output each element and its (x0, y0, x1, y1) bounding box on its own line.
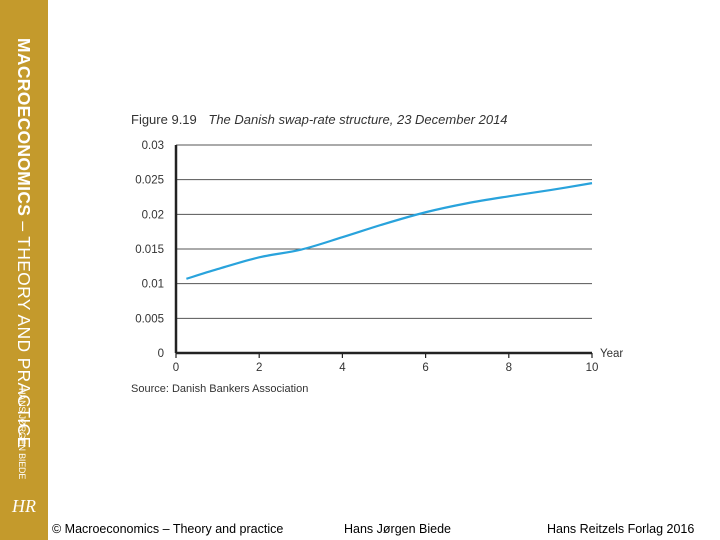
y-tick-label: 0.025 (135, 175, 164, 187)
x-tick-label: 10 (586, 362, 599, 374)
x-tick-label: 2 (256, 362, 262, 374)
source-note: Source: Danish Bankers Association (131, 383, 309, 395)
x-tick-label: 0 (173, 362, 179, 374)
footer-publisher: Hans Reitzels Forlag 2016 (547, 522, 695, 536)
x-tick-label: 4 (339, 362, 346, 374)
y-tick-label: 0.02 (142, 209, 164, 221)
y-tick-label: 0.03 (142, 140, 164, 152)
figure-caption: The Danish swap-rate structure, 23 Decem… (208, 112, 508, 127)
y-tick-label: 0.01 (142, 279, 164, 291)
x-tick-label: 8 (506, 362, 512, 374)
y-tick-label: 0 (158, 348, 164, 360)
figure-number: Figure 9.19 (131, 112, 197, 127)
footer-copyright: © Macroeconomics – Theory and practice (52, 522, 284, 536)
sidebar: MACROECONOMICS – THEORY AND PRACTICE HAN… (0, 0, 48, 540)
x-tick-label: 6 (422, 362, 428, 374)
y-tick-label: 0.005 (135, 313, 164, 325)
footer-author: Hans Jørgen Biede (344, 522, 452, 536)
publisher-logo: HR (12, 496, 36, 516)
y-tick-label: 0.015 (135, 244, 164, 256)
swap-rate-line-0 (186, 182, 593, 280)
x-axis-label: Year (600, 348, 623, 360)
figure-title: Figure 9.19 The Danish swap-rate structu… (131, 112, 508, 127)
